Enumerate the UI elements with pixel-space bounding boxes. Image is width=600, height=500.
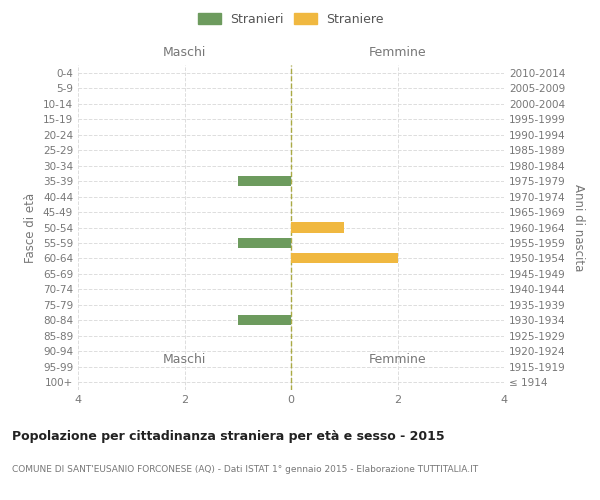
Text: Femmine: Femmine (368, 353, 427, 366)
Text: Popolazione per cittadinanza straniera per età e sesso - 2015: Popolazione per cittadinanza straniera p… (12, 430, 445, 443)
Y-axis label: Fasce di età: Fasce di età (25, 192, 37, 262)
Bar (238, 176, 291, 186)
Legend: Stranieri, Straniere: Stranieri, Straniere (194, 9, 388, 29)
Text: Maschi: Maschi (163, 46, 206, 59)
Y-axis label: Anni di nascita: Anni di nascita (572, 184, 585, 271)
Bar (238, 316, 291, 326)
Text: COMUNE DI SANT'EUSANIO FORCONESE (AQ) - Dati ISTAT 1° gennaio 2015 - Elaborazion: COMUNE DI SANT'EUSANIO FORCONESE (AQ) - … (12, 465, 478, 474)
Text: Maschi: Maschi (163, 353, 206, 366)
Bar (291, 222, 344, 232)
Bar (291, 254, 398, 264)
Bar (238, 238, 291, 248)
Text: Femmine: Femmine (368, 46, 427, 59)
